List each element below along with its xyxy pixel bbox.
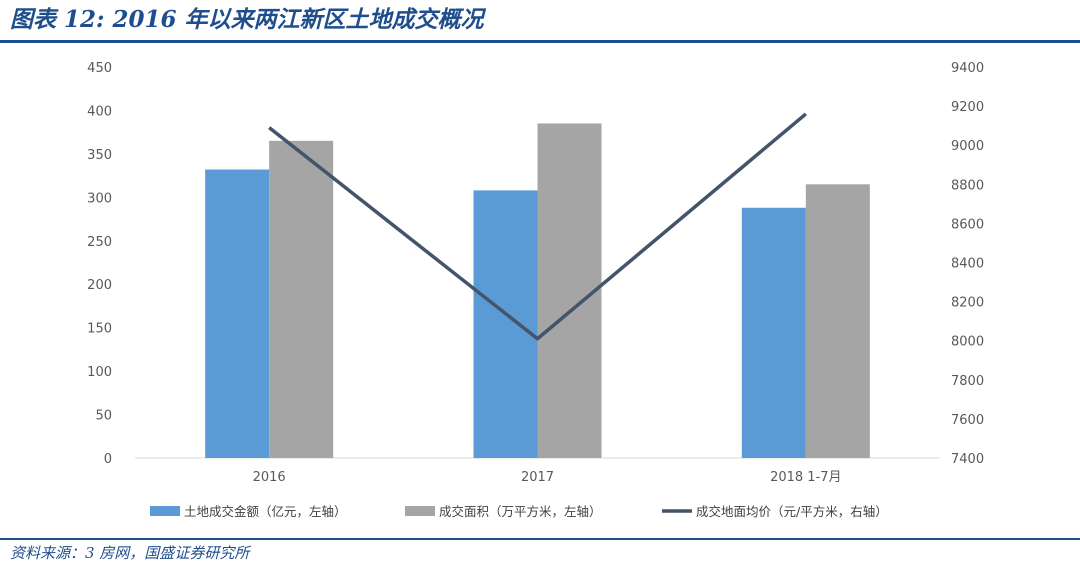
combo-chart: 0 50 100 150 200 250 300 350 400 450 7400 7600 7800… xyxy=(87,61,984,519)
bar-land-area xyxy=(537,123,602,458)
legend-swatch xyxy=(405,506,435,516)
legend: 土地成交金额（亿元，左轴） 成交面积（万平方米，左轴） 成交地面均价（元/平方米，右… xyxy=(150,504,888,519)
left-axis-tick-label: 100 xyxy=(87,365,112,380)
left-axis-tick-label: 0 xyxy=(104,452,112,467)
right-axis-tick-label: 8600 xyxy=(951,217,984,232)
right-axis-tick-label: 8400 xyxy=(951,257,984,272)
right-axis-tick-label: 8000 xyxy=(951,335,984,350)
category-label: 2017 xyxy=(521,470,554,485)
left-axis-tick-label: 150 xyxy=(87,322,112,337)
legend-label: 成交地面均价（元/平方米，右轴） xyxy=(696,504,888,519)
right-axis-tick-label: 8800 xyxy=(951,178,984,193)
right-axis-tick-label: 7800 xyxy=(951,374,984,389)
legend-label: 土地成交金额（亿元，左轴） xyxy=(184,504,347,519)
left-axis-tick-label: 250 xyxy=(87,235,112,250)
right-axis-tick-label: 9400 xyxy=(951,61,984,76)
category-labels: 2016 2017 2018 1-7月 xyxy=(253,470,842,485)
chart-title: 图表 12: 2016 年以来两江新区土地成交概况 xyxy=(10,6,484,33)
left-axis-tick-label: 200 xyxy=(87,278,112,293)
category-label: 2018 1-7月 xyxy=(770,470,841,485)
left-axis-tick-label: 450 xyxy=(87,61,112,76)
right-axis-tick-label: 7600 xyxy=(951,413,984,428)
bar-land-amount xyxy=(205,169,270,458)
left-axis-tick-label: 300 xyxy=(87,191,112,206)
category-label: 2016 xyxy=(253,470,286,485)
right-axis-tick-label: 8200 xyxy=(951,296,984,311)
left-axis-tick-label: 50 xyxy=(95,409,112,424)
legend-label: 成交面积（万平方米，左轴） xyxy=(439,504,602,519)
source-divider xyxy=(0,538,1080,540)
right-axis-tick-label: 7400 xyxy=(951,452,984,467)
left-axis-tick-label: 350 xyxy=(87,148,112,163)
bar-land-area xyxy=(269,140,334,458)
legend-swatch xyxy=(150,506,180,516)
bar-land-amount xyxy=(473,190,538,459)
bar-land-amount xyxy=(741,207,806,458)
right-axis-tick-label: 9000 xyxy=(951,139,984,154)
left-axis-tick-label: 400 xyxy=(87,104,112,119)
bars-group xyxy=(205,123,870,459)
source-note: 资料来源：3 房网，国盛证券研究所 xyxy=(10,544,250,562)
title-divider xyxy=(0,40,1080,43)
right-axis-tick-label: 9200 xyxy=(951,100,984,115)
right-axis-ticks: 7400 7600 7800 8000 8200 8400 8600 8800 9000 9200… xyxy=(951,61,984,467)
left-axis-ticks: 0 50 100 150 200 250 300 350 400 450 xyxy=(87,61,112,467)
line-series-group xyxy=(268,112,807,341)
bar-land-area xyxy=(805,184,870,459)
